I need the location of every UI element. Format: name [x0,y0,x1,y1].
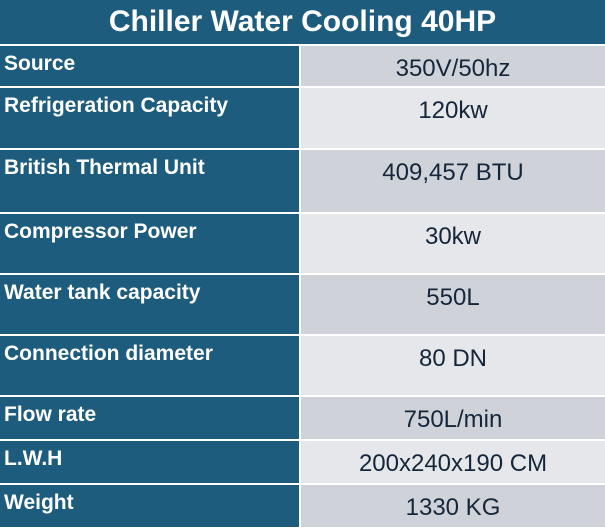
row-value: 120kw [301,88,605,150]
row-label: Water tank capacity [0,275,301,336]
table-title: Chiller Water Cooling 40HP [0,0,605,46]
row-value: 750L/min [301,397,605,441]
row-label: Compressor Power [0,214,301,275]
row-value: 30kw [301,214,605,275]
row-label: L.W.H [0,441,301,485]
row-label: British Thermal Unit [0,150,301,214]
row-label: Source [0,46,301,88]
row-value: 80 DN [301,336,605,397]
row-value: 1330 KG [301,485,605,529]
row-value: 350V/50hz [301,46,605,88]
row-value: 550L [301,275,605,336]
row-value: 200x240x190 CM [301,441,605,485]
row-label: Refrigeration Capacity [0,88,301,150]
row-label: Weight [0,485,301,529]
row-label: Connection diameter [0,336,301,397]
row-label: Flow rate [0,397,301,441]
row-value: 409,457 BTU [301,150,605,214]
